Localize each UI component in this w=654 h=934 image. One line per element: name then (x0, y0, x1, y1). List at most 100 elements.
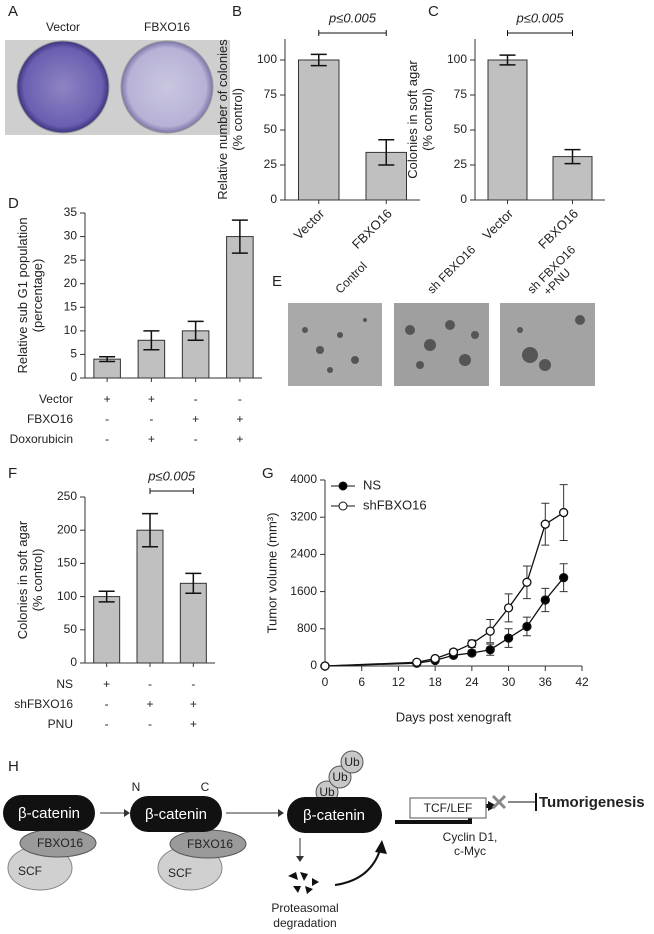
condition-mark: - (191, 677, 195, 691)
y-tick-label: 75 (454, 87, 468, 101)
arrowhead (124, 809, 130, 817)
proteasome-fragments (288, 872, 319, 894)
error-bar (310, 53, 327, 67)
series-line (324, 512, 564, 667)
error-bar (99, 356, 116, 363)
x-axis-label: Days post xenograft (396, 709, 512, 724)
y-tick-label: 4000 (290, 472, 317, 486)
y-axis-label: (% control) (30, 549, 45, 612)
y-tick-label: 250 (57, 489, 77, 503)
fbxo16-label: FBXO16 (37, 836, 83, 850)
tcf-lef-box (409, 797, 487, 819)
error-bar (231, 219, 248, 254)
bar (298, 59, 340, 201)
tcf-lef-label: TCF/LEF (424, 801, 473, 815)
condition-mark: + (148, 392, 155, 406)
y-tick-label: 35 (64, 205, 78, 219)
x-tick-label: 0 (322, 675, 329, 689)
ub-label: Ub (332, 770, 348, 784)
scf-label: SCF (18, 864, 42, 878)
x-tick-label: FBXO16 (535, 206, 581, 252)
y-tick-label: 50 (64, 622, 78, 636)
marker (485, 626, 495, 636)
condition-mark: - (194, 392, 198, 406)
x-tick-label: 6 (358, 675, 365, 689)
micrograph (394, 303, 489, 386)
condition-mark: + (146, 697, 153, 711)
panel-label: D (8, 195, 19, 212)
colonies (302, 315, 585, 373)
condition-name: Doxorubicin (10, 432, 73, 446)
condition-mark: + (190, 717, 197, 731)
error-bar (378, 139, 395, 166)
ubiquitin (328, 765, 352, 789)
panel-label: F (8, 465, 17, 482)
y-tick-label: 150 (57, 556, 77, 570)
y-tick-label: 100 (447, 52, 467, 66)
x-tick-label: 36 (539, 675, 553, 689)
arrowhead (375, 840, 387, 854)
marker (485, 645, 495, 655)
marker (503, 633, 514, 643)
degradation-label: Proteasomal (271, 901, 338, 915)
condition-mark: - (148, 717, 152, 731)
ubiquitin (340, 750, 364, 774)
y-tick-label: 100 (257, 52, 277, 66)
c-terminus: C (201, 780, 210, 794)
significance-bracket (318, 30, 387, 36)
panel-label: B (232, 3, 242, 20)
condition-mark: - (148, 677, 152, 691)
marker (522, 621, 532, 632)
bar (487, 59, 528, 201)
bar (226, 236, 254, 379)
error-bar (499, 54, 516, 66)
scf-label: SCF (168, 866, 192, 880)
y-tick-label: 25 (64, 252, 78, 266)
x-tick-label: 12 (392, 675, 406, 689)
y-tick-label: 1600 (290, 584, 317, 598)
legend-label: NS (363, 477, 381, 492)
x-tick-label: FBXO16 (349, 206, 395, 252)
arrowhead (296, 856, 304, 862)
dish (120, 40, 214, 134)
arrowhead (488, 801, 497, 811)
marker (540, 519, 550, 529)
x-tick-label: 18 (428, 675, 442, 689)
condition-mark: - (105, 432, 109, 446)
y-tick-label: 2400 (290, 547, 317, 561)
condition-name: NS (56, 677, 73, 691)
marker (558, 573, 569, 583)
condition-name: FBXO16 (27, 412, 73, 426)
inhibition-x (491, 794, 507, 810)
marker (448, 647, 459, 657)
marker (558, 507, 569, 518)
target-label: Cyclin D1, (443, 830, 498, 844)
y-tick-label: 50 (264, 122, 278, 136)
beta-catenin (287, 797, 382, 833)
beta-catenin (130, 796, 222, 832)
marker (540, 595, 550, 605)
ub-label: Ub (319, 785, 335, 799)
y-tick-label: 75 (264, 87, 278, 101)
y-tick-label: 5 (70, 347, 77, 361)
panel-label: C (428, 3, 439, 20)
error-bar (185, 572, 202, 595)
bar (93, 596, 121, 664)
x-tick-label: Vector (291, 205, 328, 242)
legend-marker (338, 501, 348, 511)
legend-label: shFBXO16 (363, 497, 427, 512)
error-bar (564, 148, 581, 165)
arrowhead (278, 809, 284, 817)
y-axis-label: (% control) (420, 88, 435, 151)
condition-name: shFBXO16 (14, 697, 73, 711)
outcome-label: Tumorigenesis (539, 794, 645, 811)
beta-catenin (3, 795, 95, 831)
significance-bracket (149, 488, 194, 494)
micrograph (288, 303, 382, 386)
condition-mark: + (148, 432, 155, 446)
y-tick-label: 15 (64, 299, 78, 313)
y-tick-label: 0 (70, 370, 77, 384)
condition-mark: - (149, 412, 153, 426)
condition-name: Vector (39, 392, 73, 406)
condition-mark: - (194, 432, 198, 446)
